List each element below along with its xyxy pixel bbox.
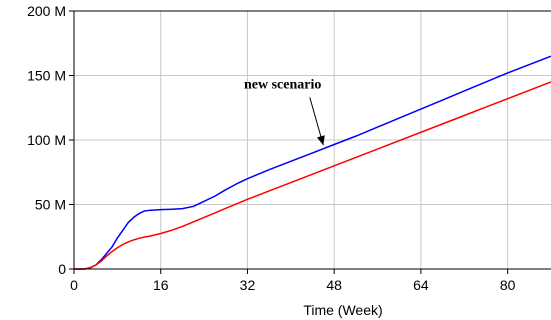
- series-line-blue: [74, 55, 551, 270]
- y-tick-labels: 0 50 M 100 M 150 M 200 M: [27, 3, 74, 277]
- x-tick-label: 0: [70, 277, 78, 293]
- x-tick-label: 80: [500, 277, 516, 293]
- series-lines: [74, 55, 551, 270]
- annotation-layer: new scenario: [244, 77, 325, 146]
- annotation-arrow-head: [316, 135, 325, 146]
- x-tick-label: 16: [153, 277, 169, 293]
- y-tick-label: 0: [58, 261, 66, 277]
- y-tick-label: 150 M: [27, 68, 66, 84]
- annotation-label: new scenario: [244, 77, 321, 92]
- series-line-red: [74, 81, 551, 270]
- x-tick-label: 64: [413, 277, 429, 293]
- x-tick-labels: 0 16 32 48 64 80: [70, 269, 516, 293]
- y-tick-label: 100 M: [27, 132, 66, 148]
- x-tick-label: 32: [240, 277, 256, 293]
- y-tick-label: 50 M: [35, 197, 66, 213]
- y-tick-label: 200 M: [27, 3, 66, 19]
- x-axis-label: Time (Week): [303, 302, 382, 318]
- grid-lines: [74, 11, 551, 269]
- x-tick-label: 48: [326, 277, 342, 293]
